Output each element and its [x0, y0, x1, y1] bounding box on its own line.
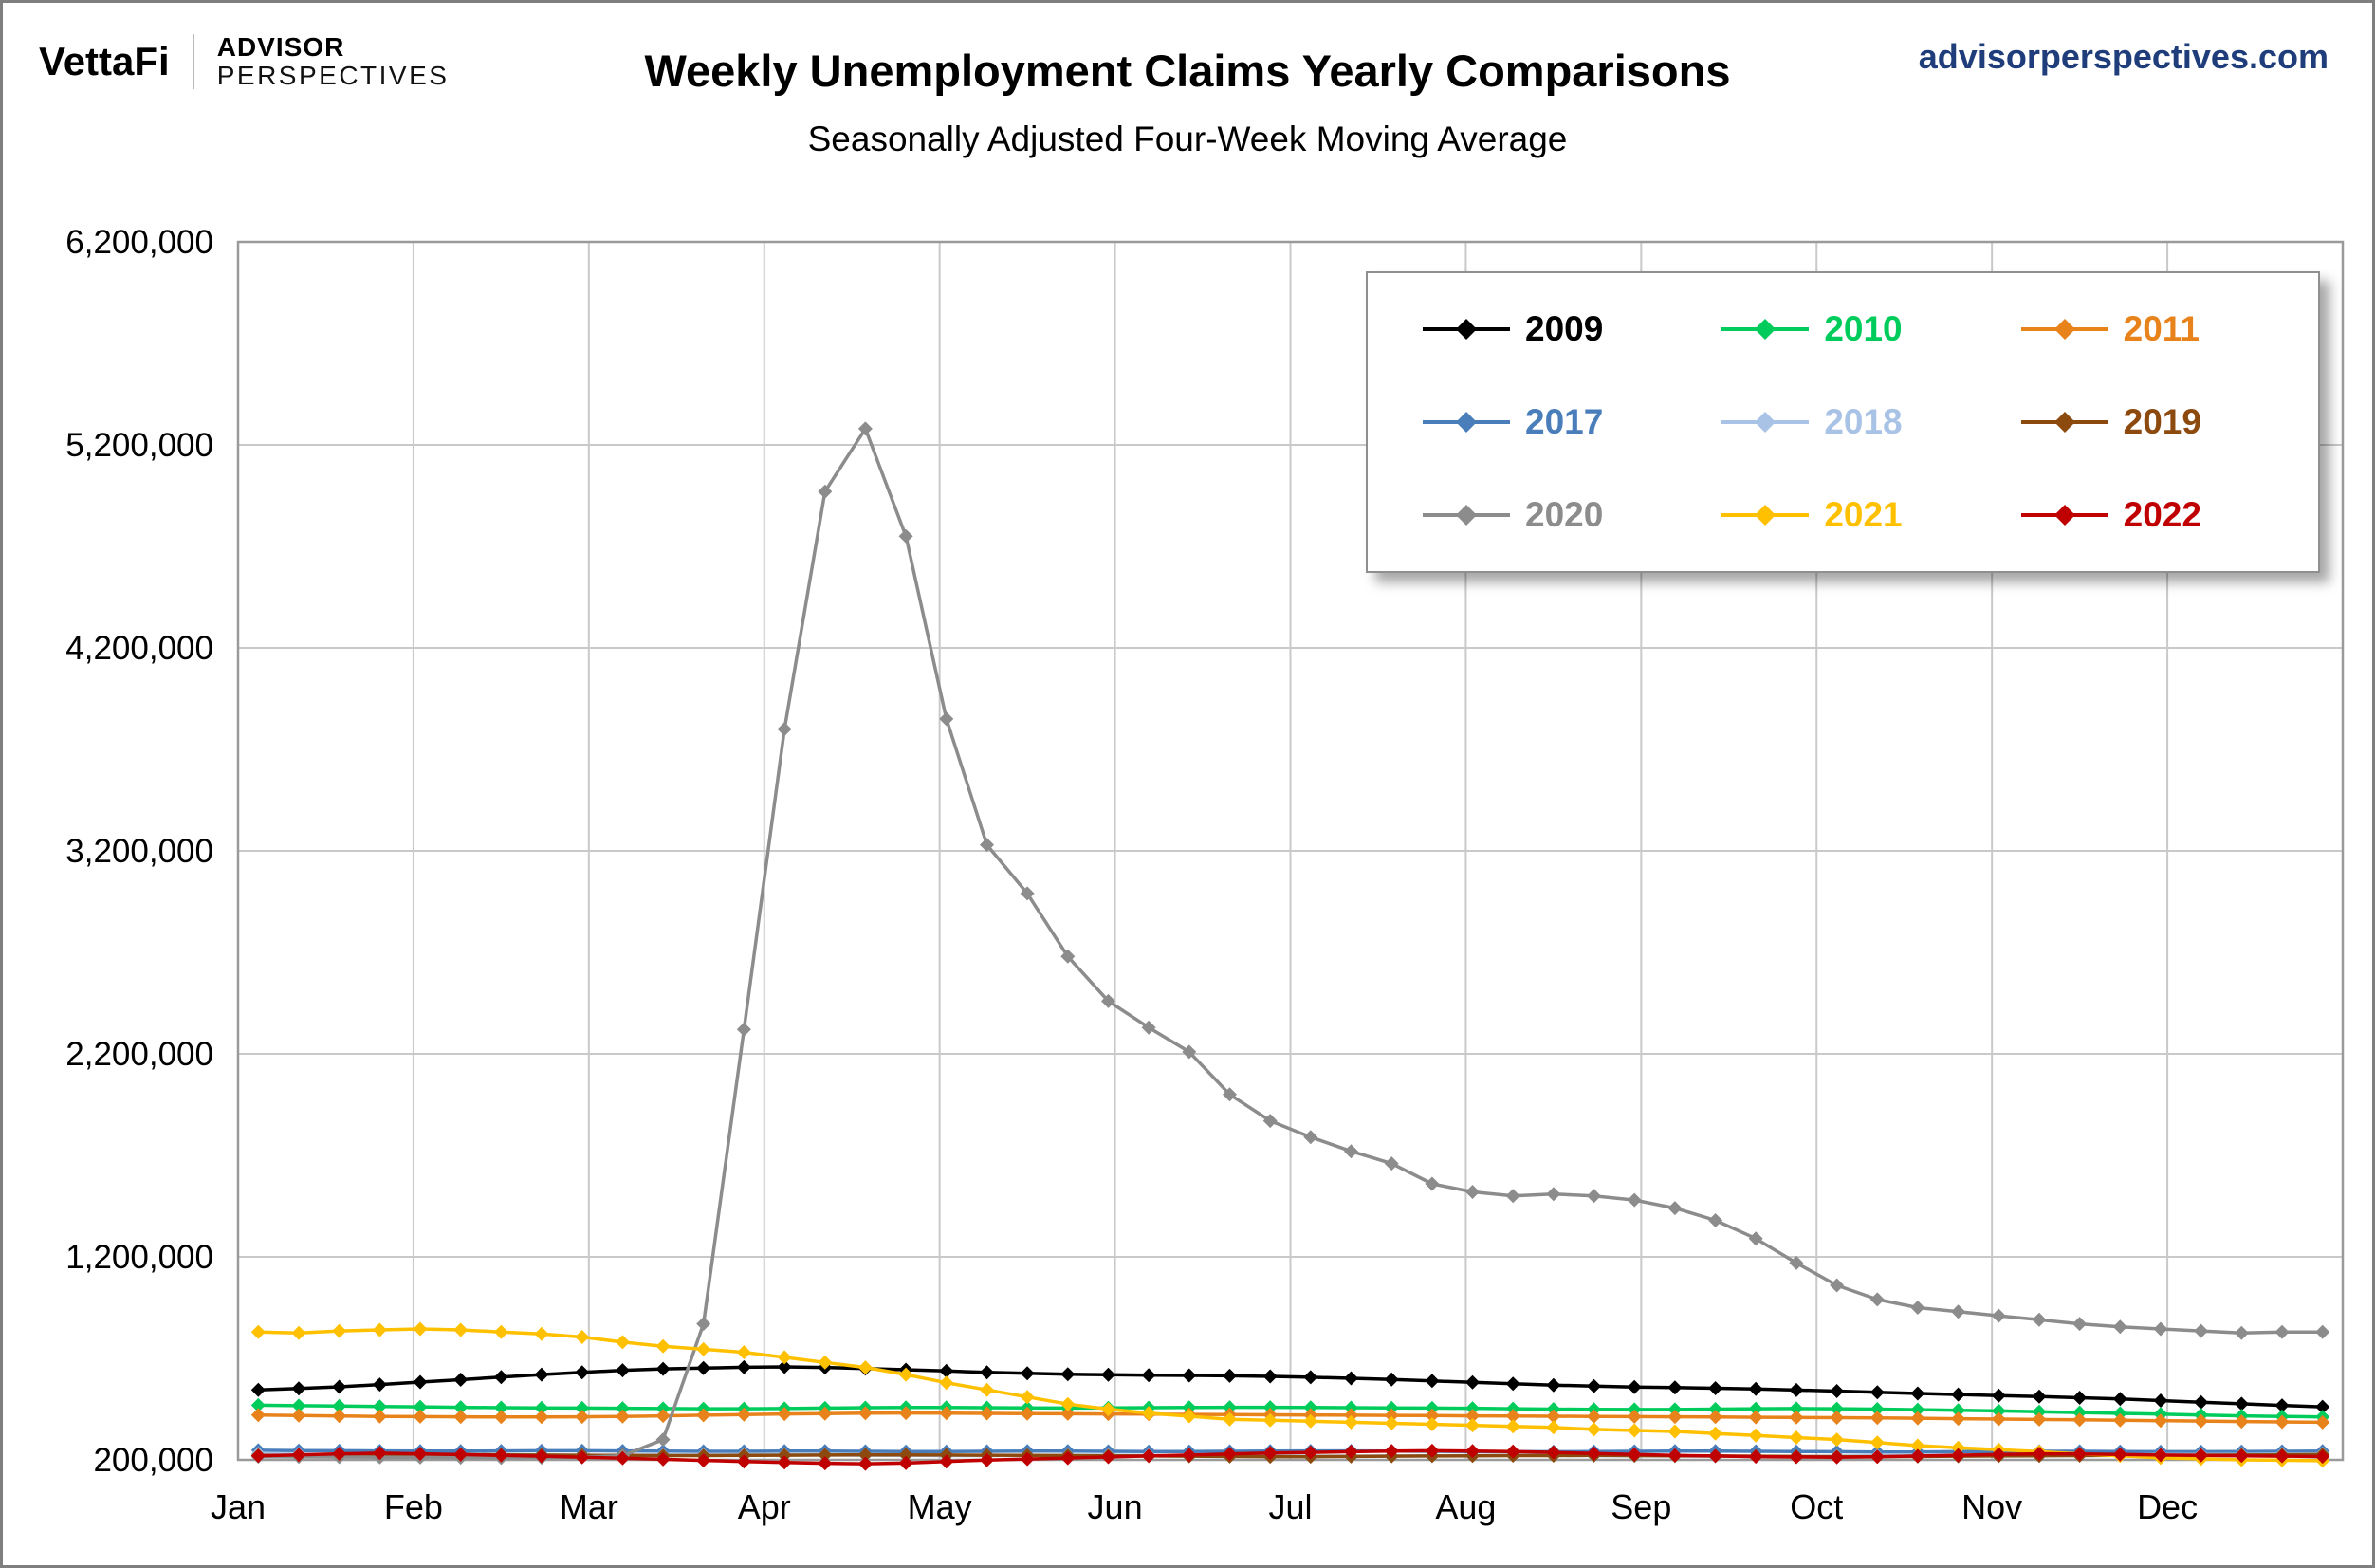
plot-border [236, 240, 2345, 1462]
x-axis-tick-label: Jan [211, 1487, 266, 1526]
series-line-2010 [258, 1403, 2323, 1419]
x-axis-tick-label: Feb [384, 1487, 443, 1526]
legend-label-2021: 2021 [1824, 495, 1903, 534]
diamond-marker-icon [2053, 319, 2075, 340]
y-axis-tick-label: 6,200,000 [65, 224, 213, 261]
x-axis-tick-label: Jun [1088, 1487, 1143, 1526]
y-axis-tick-label: 4,200,000 [65, 630, 213, 667]
diamond-marker-icon [1755, 412, 1777, 433]
website-link[interactable]: advisorperspectives.com [1918, 37, 2329, 76]
legend-item-2010: 2010 [1720, 309, 2018, 349]
legend-swatch-2020 [1423, 505, 1510, 526]
brand: VettaFi ADVISOR PERSPECTIVES [39, 32, 450, 91]
x-axis-tick-label: Nov [1961, 1487, 2022, 1526]
x-axis-tick-label: Jul [1268, 1487, 1312, 1526]
series-line-2021 [258, 1327, 2323, 1463]
diamond-marker-icon [1456, 505, 1477, 526]
x-axis-tick-label: Oct [1790, 1487, 1843, 1526]
legend-item-2019: 2019 [2019, 402, 2318, 442]
legend-item-2022: 2022 [2019, 495, 2318, 535]
legend-item-2020: 2020 [1421, 495, 1720, 535]
legend-item-2018: 2018 [1720, 402, 2018, 442]
series-markers-2011 [250, 1406, 2330, 1430]
vettafi-logo: VettaFi [39, 39, 170, 84]
legend-item-2017: 2017 [1421, 402, 1720, 442]
diamond-marker-icon [2053, 412, 2075, 433]
chart-subtitle: Seasonally Adjusted Four-Week Moving Ave… [807, 120, 1568, 158]
legend-swatch-2019 [2020, 412, 2108, 433]
legend-swatch-2009 [1423, 319, 1510, 340]
series-line-2009 [258, 1365, 2323, 1409]
legend: 2009 2010 2011 2017 2018 2019 2020 2021 2022 [1366, 271, 2320, 573]
unemployment-claims-line-chart: 200,000 1,200,000 2,200,000 3,200,000 4,200,… [65, 224, 2345, 1526]
brand-divider [192, 34, 194, 90]
x-axis-tick-label: Mar [560, 1487, 618, 1526]
legend-item-2009: 2009 [1421, 309, 1720, 349]
advisor-perspectives-logo: ADVISOR PERSPECTIVES [216, 32, 450, 91]
x-axis-tick-label: Sep [1611, 1487, 1671, 1526]
advisor-logo-line2: PERSPECTIVES [216, 61, 450, 91]
diamond-marker-icon [1755, 319, 1777, 340]
legend-label-2018: 2018 [1824, 402, 1903, 441]
x-axis-tick-label: Aug [1435, 1487, 1496, 1526]
legend-label-2017: 2017 [1525, 402, 1604, 441]
legend-swatch-2021 [1721, 505, 1810, 526]
y-axis-tick-label: 3,200,000 [65, 833, 213, 870]
diamond-marker-icon [2053, 505, 2075, 526]
y-axis-tick-label: 200,000 [93, 1442, 213, 1479]
legend-label-2009: 2009 [1525, 309, 1604, 348]
series-markers-2017 [250, 1443, 2330, 1460]
chart-title: Weekly Unemployment Claims Yearly Compar… [644, 46, 1731, 96]
series-line-2011 [258, 1411, 2323, 1425]
series-markers-2010 [250, 1397, 2330, 1425]
diamond-marker-icon [1755, 505, 1777, 526]
diamond-marker-icon [1456, 412, 1477, 433]
diamond-marker-icon [1456, 319, 1477, 340]
legend-label-2019: 2019 [2123, 402, 2201, 441]
legend-label-2022: 2022 [2123, 495, 2201, 534]
legend-label-2020: 2020 [1525, 495, 1604, 534]
x-axis-tick-label: May [908, 1487, 972, 1526]
legend-label-2010: 2010 [1824, 309, 1903, 348]
legend-item-2021: 2021 [1720, 495, 2018, 535]
legend-swatch-2010 [1721, 319, 1810, 340]
y-axis-tick-label: 5,200,000 [65, 427, 213, 464]
series-markers-2022 [250, 1443, 2330, 1471]
legend-swatch-2017 [1423, 412, 1510, 433]
titles: Weekly Unemployment Claims Yearly Compar… [3, 45, 2372, 159]
legend-swatch-2018 [1721, 412, 1810, 433]
y-axis-tick-label: 2,200,000 [65, 1036, 213, 1073]
x-axis-tick-label: Apr [738, 1487, 791, 1526]
series-line-2022 [258, 1448, 2323, 1466]
legend-item-2011: 2011 [2019, 309, 2318, 349]
legend-swatch-2011 [2020, 319, 2108, 340]
y-axis-tick-label: 1,200,000 [65, 1239, 213, 1276]
legend-label-2011: 2011 [2123, 309, 2200, 348]
x-axis-tick-label: Dec [2137, 1487, 2198, 1526]
advisor-logo-line1: ADVISOR [216, 32, 345, 62]
legend-swatch-2022 [2020, 505, 2108, 526]
